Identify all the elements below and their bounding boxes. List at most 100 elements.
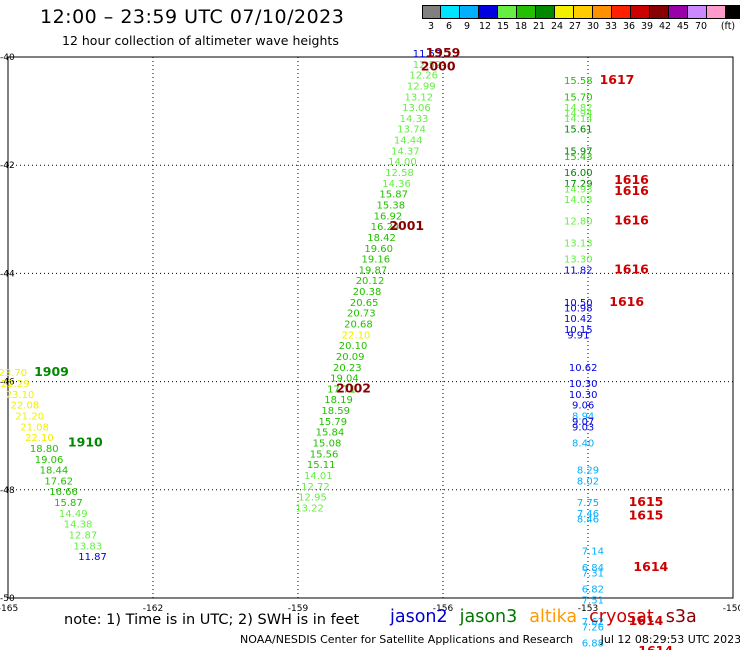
wave-height-value: 15.87 (379, 190, 408, 201)
wave-height-value: 8.46 (577, 514, 599, 525)
map-frame (7, 56, 734, 599)
wave-height-value: 14.82 (564, 103, 593, 114)
wave-height-value: 14.44 (394, 136, 423, 147)
wave-height-value: 11.82 (564, 265, 593, 276)
wave-height-value: 15.84 (316, 428, 345, 439)
wave-height-value: 16.66 (49, 487, 78, 498)
wave-height-value: 15.70 (564, 92, 593, 103)
scale-label: 45 (676, 21, 690, 32)
wave-height-value: 7.26 (582, 622, 604, 633)
wave-height-value: 19.06 (35, 455, 64, 466)
satellite-jason3: jason3 (459, 607, 518, 627)
wave-height-value: 7.14 (582, 547, 604, 558)
scale-swatch (669, 5, 688, 19)
wave-height-value: 11.53 (413, 49, 442, 60)
map-title: 12:00 – 23:59 UTC 07/10/2023 (40, 6, 345, 28)
pass-time-label: 1614 (638, 643, 673, 650)
wave-height-value: 8.29 (577, 466, 599, 477)
scale-label: 3 (427, 21, 435, 32)
x-tick-label: -162 (143, 604, 163, 614)
wave-height-value: 6.88 (582, 639, 604, 650)
pass-time-label: 1910 (68, 435, 103, 450)
scale-label: 9 (463, 21, 471, 32)
scale-label: 36 (622, 21, 636, 32)
wave-height-value: 7.46 (577, 509, 599, 520)
wave-height-value: 14.94 (564, 109, 593, 120)
wave-height-value: 22.29 (1, 379, 30, 390)
scale-label: 24 (550, 21, 564, 32)
scale-swatch (631, 5, 650, 19)
wave-height-value: 12.58 (385, 168, 414, 179)
wave-height-value: 9.91 (567, 330, 589, 341)
scale-label: 15 (496, 21, 510, 32)
wave-height-value: 7.62 (582, 617, 604, 628)
wave-height-value: 17.71 (327, 384, 356, 395)
wave-height-value: 16.92 (374, 211, 403, 222)
wave-height-value: 21.20 (15, 411, 44, 422)
wave-height-value: 13.22 (295, 503, 324, 514)
satellite-legend: jason2 jason3 altika cryosat s3a (390, 607, 709, 627)
wave-height-value: 19.16 (361, 255, 390, 266)
wave-height-value: 15.97 (564, 146, 593, 157)
scale-swatch (707, 5, 726, 19)
scale-swatch (593, 5, 612, 19)
wave-height-value: 10.98 (564, 303, 593, 314)
wave-height-value: 14.36 (382, 179, 411, 190)
scale-label: 18 (514, 21, 528, 32)
x-tick-label: -156 (433, 604, 454, 614)
scale-label: 39 (640, 21, 654, 32)
x-tick-label: -165 (0, 604, 18, 614)
wave-height-value: 7.75 (577, 498, 599, 509)
scale-label: 27 (568, 21, 582, 32)
scale-label: 6 (445, 21, 453, 32)
wave-height-value: 12.87 (69, 530, 98, 541)
pass-time-label: 1909 (34, 364, 69, 379)
wave-height-value: 21.08 (20, 422, 49, 433)
satellite-jason2: jason2 (390, 607, 448, 627)
wave-height-value: 14.14 (564, 114, 593, 125)
wave-height-value: 10.15 (564, 325, 593, 336)
wave-height-value: 16.00 (564, 168, 593, 179)
scale-label: 42 (658, 21, 672, 32)
pass-time-label: 2001 (389, 218, 424, 233)
scale-swatch (650, 5, 669, 19)
pass-time-label: 1959 (426, 45, 461, 60)
wave-height-value: 12.99 (407, 81, 436, 92)
scale-swatch (479, 5, 498, 19)
pass-time-label: 1616 (609, 294, 644, 309)
wave-height-value: 19.60 (364, 244, 393, 255)
wave-height-value: 18.59 (321, 406, 350, 417)
scale-swatch (726, 5, 740, 19)
wave-height-value: 6.84 (582, 563, 604, 574)
wave-height-value: 20.65 (350, 298, 379, 309)
pass-time-label: 1614 (629, 613, 664, 628)
pass-time-label: 1615 (629, 508, 664, 523)
wave-height-value: 19.87 (359, 265, 388, 276)
y-tick-label: -48 (0, 486, 15, 496)
y-tick-label: -50 (0, 594, 15, 604)
wave-height-value: 10.42 (564, 314, 593, 325)
wave-height-value: 17.29 (564, 179, 593, 190)
pass-time-label: 1616 (614, 213, 649, 228)
wave-height-value: 22.10 (342, 330, 371, 341)
wave-height-value: 20.73 (347, 309, 376, 320)
wave-height-value: 15.38 (376, 200, 405, 211)
wave-height-value: 10.30 (569, 379, 598, 390)
wave-height-value: 12.72 (301, 482, 330, 493)
wave-height-value: 14.38 (64, 520, 93, 531)
scale-label: 21 (532, 21, 546, 32)
scale-swatch (460, 5, 479, 19)
y-tick-label: -40 (0, 53, 15, 63)
satellite-s3a: s3a (665, 607, 697, 627)
wave-height-value: 15.11 (307, 460, 336, 471)
pass-time-label: 1616 (614, 172, 649, 187)
generated-timestamp: Jul 12 08:29:53 UTC 2023 (600, 633, 740, 646)
scale-label: 33 (604, 21, 618, 32)
wave-height-value: 6.82 (582, 585, 604, 596)
wave-height-value: 8.40 (572, 439, 594, 450)
wave-height-value: 20.68 (344, 320, 373, 331)
wave-height-value: 15.61 (564, 125, 593, 136)
wave-height-value: 9.06 (572, 401, 594, 412)
pass-time-label: 2000 (421, 59, 456, 74)
wave-height-value: 19.04 (330, 374, 359, 385)
